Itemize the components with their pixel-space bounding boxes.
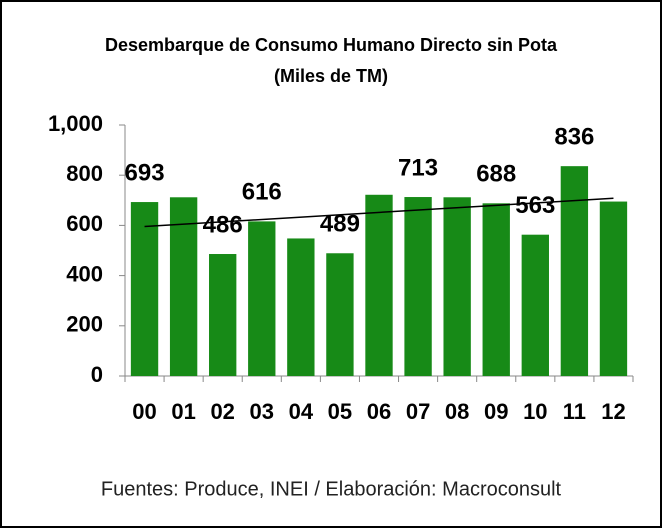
bar [287, 238, 315, 376]
x-tick-label: 06 [367, 399, 391, 424]
x-tick-label: 12 [601, 399, 625, 424]
x-tick-label: 04 [289, 399, 314, 424]
x-tick-label: 05 [328, 399, 352, 424]
x-tick-label: 03 [250, 399, 274, 424]
x-tick-label: 07 [406, 399, 430, 424]
bar [130, 202, 159, 376]
y-tick-label: 200 [66, 312, 103, 337]
x-tick-label: 01 [171, 399, 195, 424]
x-tick-label: 09 [484, 399, 508, 424]
bar [326, 253, 354, 376]
x-tick-label: 02 [210, 399, 234, 424]
data-label: 489 [320, 211, 360, 238]
y-tick-label: 0 [91, 362, 103, 387]
data-label: 486 [203, 211, 243, 238]
trendline [144, 197, 614, 228]
y-tick-label: 600 [66, 211, 103, 236]
y-tick-label: 400 [66, 261, 103, 286]
bar [248, 221, 276, 376]
bar [482, 203, 510, 376]
x-tick-label: 00 [132, 399, 156, 424]
bar [560, 166, 589, 376]
bar [443, 197, 471, 376]
x-tick-label: 08 [445, 399, 469, 424]
data-label: 693 [125, 159, 165, 186]
y-tick-label: 1,000 [48, 111, 103, 136]
source-note: Fuentes: Produce, INEI / Elaboración: Ma… [101, 478, 562, 500]
data-label: 563 [515, 192, 555, 219]
bar [521, 234, 549, 376]
bar [169, 197, 198, 376]
bar [209, 254, 237, 376]
x-tick-label: 10 [523, 399, 547, 424]
chart-subtitle: (Miles de TM) [274, 66, 388, 86]
y-tick-label: 800 [66, 161, 103, 186]
bar [599, 201, 628, 376]
data-label: 713 [398, 154, 438, 181]
bar [365, 194, 393, 376]
chart-title: Desembarque de Consumo Humano Directo si… [105, 35, 558, 55]
bar [404, 197, 432, 376]
data-label: 616 [242, 179, 282, 206]
x-tick-label: 11 [563, 399, 586, 424]
data-label: 688 [476, 161, 516, 188]
data-label: 836 [554, 124, 594, 151]
